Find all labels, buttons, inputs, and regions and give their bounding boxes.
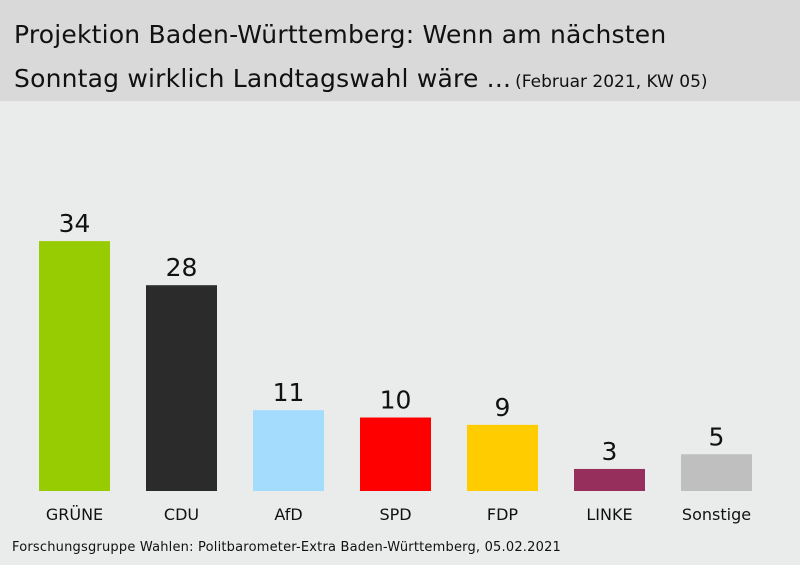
bar-fdp (467, 424, 538, 491)
value-label-fdp: 9 (495, 393, 511, 422)
category-label-spd: SPD (379, 505, 411, 524)
category-label-grune: GRÜNE (46, 505, 103, 524)
chart-header: Projektion Baden-Württemberg: Wenn am nä… (0, 0, 800, 101)
category-label-fdp: FDP (487, 505, 519, 524)
category-label-linke: LINKE (586, 505, 632, 524)
category-label-afd: AfD (274, 505, 302, 524)
chart-title-line-2-text: Sonntag wirklich Landtagswahl wäre ... (14, 64, 512, 93)
chart-title-line-2: Sonntag wirklich Landtagswahl wäre ... (F… (14, 64, 708, 93)
bar-afd (253, 410, 324, 491)
value-label-afd: 11 (273, 378, 305, 407)
bar-sonstige (681, 454, 752, 491)
value-label-spd: 10 (380, 386, 412, 415)
value-label-cdu: 28 (166, 253, 198, 282)
category-label-sonstige: Sonstige (682, 505, 751, 524)
bar-spd (360, 417, 431, 491)
category-label-cdu: CDU (164, 505, 199, 524)
chart-title-line-1: Projektion Baden-Württemberg: Wenn am nä… (14, 20, 667, 49)
value-label-grune: 34 (59, 209, 91, 238)
bar-cdu (146, 285, 217, 491)
source-note: Forschungsgruppe Wahlen: Politbarometer-… (12, 540, 562, 555)
bar-linke (574, 468, 645, 491)
value-label-linke: 3 (602, 437, 618, 466)
chart-subtitle: (Februar 2021, KW 05) (515, 72, 708, 92)
bar-grune (39, 241, 110, 491)
value-label-sonstige: 5 (709, 422, 725, 451)
